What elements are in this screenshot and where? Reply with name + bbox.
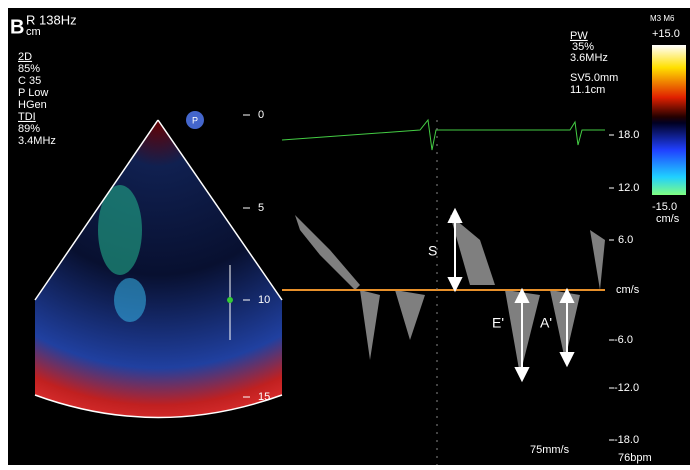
ultrasound-screen: B R 138Hz cm 2D 85% C 35 P Low HGen TDI … bbox=[0, 0, 690, 465]
velocity-label: -18.0 bbox=[614, 434, 639, 446]
sample-volume bbox=[227, 297, 233, 303]
color-blob bbox=[114, 278, 146, 322]
setting: P Low bbox=[18, 87, 48, 99]
mode-title: TDI bbox=[18, 111, 36, 123]
velocity-label: 18.0 bbox=[618, 129, 639, 141]
border bbox=[0, 0, 8, 465]
depth-label: 5 bbox=[258, 202, 264, 214]
velocity-label: cm/s bbox=[616, 284, 640, 296]
sweep-speed: 75mm/s bbox=[530, 444, 570, 456]
e-wave-label: E' bbox=[492, 315, 504, 331]
velocity-label: 12.0 bbox=[618, 182, 639, 194]
mode-title: 2D bbox=[18, 51, 32, 63]
setting: SV5.0mm bbox=[570, 72, 618, 84]
color-bar-min: -15.0 bbox=[652, 201, 677, 213]
velocity-label: 6.0 bbox=[618, 234, 633, 246]
color-bar bbox=[652, 45, 686, 195]
depth-label: 10 bbox=[258, 294, 270, 306]
velocity-label: -12.0 bbox=[614, 382, 639, 394]
velocity-label: -6.0 bbox=[614, 334, 633, 346]
probe-marker: P bbox=[192, 115, 198, 125]
depth-label: 15 bbox=[258, 391, 270, 403]
setting: 89% bbox=[18, 123, 40, 135]
setting: 3.6MHz bbox=[570, 52, 608, 64]
s-wave-label: S bbox=[428, 243, 437, 259]
a-wave-label: A' bbox=[540, 315, 552, 331]
setting: C 35 bbox=[18, 75, 41, 87]
panel-label: B bbox=[10, 16, 24, 38]
setting: 3.4MHz bbox=[18, 135, 56, 147]
color-bar-mode: M3 M6 bbox=[650, 14, 675, 23]
color-bar-max: +15.0 bbox=[652, 28, 680, 40]
color-bar-unit: cm/s bbox=[656, 213, 680, 225]
unit: cm bbox=[26, 26, 41, 38]
setting: 85% bbox=[18, 63, 40, 75]
heart-rate: 76bpm bbox=[618, 452, 652, 464]
setting: HGen bbox=[18, 99, 47, 111]
setting: 11.1cm bbox=[570, 84, 605, 96]
depth-label: 0 bbox=[258, 109, 264, 121]
